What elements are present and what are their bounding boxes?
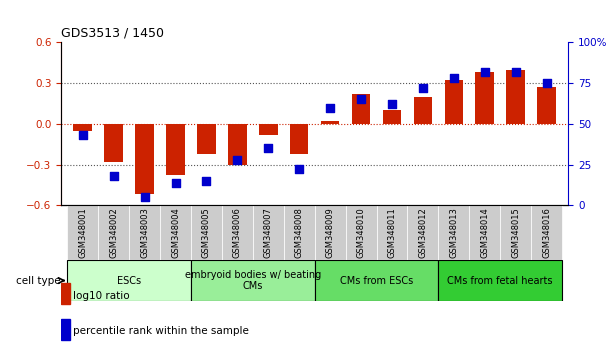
Bar [73,124,92,131]
Bar [376,205,408,260]
Bar [475,72,494,124]
Point [263,145,273,151]
Bar [191,205,222,260]
Point [202,178,211,184]
Bar [352,94,370,124]
Bar [67,205,98,260]
Text: GSM348002: GSM348002 [109,207,118,258]
Text: GSM348013: GSM348013 [449,207,458,258]
Bar [197,124,216,154]
Point [480,69,489,75]
Bar [160,205,191,260]
Text: GSM348011: GSM348011 [387,207,397,258]
Bar [284,205,315,260]
Bar [228,124,247,165]
Text: percentile rank within the sample: percentile rank within the sample [73,326,249,336]
Bar [500,205,531,260]
Text: GSM348005: GSM348005 [202,207,211,258]
Point [140,194,150,200]
Text: GSM348016: GSM348016 [542,207,551,258]
Bar [438,205,469,260]
Bar [259,124,277,135]
Bar [382,110,401,124]
Bar [61,283,70,304]
Bar [315,260,438,301]
Text: CMs from ESCs: CMs from ESCs [340,275,413,286]
Bar [438,260,562,301]
Text: GSM348010: GSM348010 [357,207,365,258]
Point [387,102,397,107]
Bar [129,205,160,260]
Text: cell type: cell type [16,275,60,286]
Bar [414,97,432,124]
Bar [290,124,309,154]
Text: GSM348004: GSM348004 [171,207,180,258]
Bar [253,205,284,260]
Text: GSM348008: GSM348008 [295,207,304,258]
Bar [346,205,376,260]
Text: GDS3513 / 1450: GDS3513 / 1450 [61,27,164,40]
Bar [61,319,70,340]
Point [325,105,335,110]
Text: GSM348012: GSM348012 [419,207,427,258]
Text: ESCs: ESCs [117,275,141,286]
Text: embryoid bodies w/ beating
CMs: embryoid bodies w/ beating CMs [185,270,321,291]
Bar [537,87,556,124]
Text: GSM348007: GSM348007 [264,207,273,258]
Bar [445,80,463,124]
Point [356,97,366,102]
Bar [531,205,562,260]
Bar [321,121,339,124]
Bar [98,205,129,260]
Point [449,75,459,81]
Point [511,69,521,75]
Point [542,80,552,86]
Bar [222,205,253,260]
Bar [166,124,185,176]
Text: GSM348003: GSM348003 [140,207,149,258]
Bar [507,70,525,124]
Bar [408,205,438,260]
Text: GSM348009: GSM348009 [326,207,335,258]
Point [170,180,180,185]
Point [418,85,428,91]
Text: CMs from fetal hearts: CMs from fetal hearts [447,275,553,286]
Text: GSM348014: GSM348014 [480,207,489,258]
Text: GSM348001: GSM348001 [78,207,87,258]
Bar [191,260,315,301]
Point [232,157,242,162]
Bar [315,205,346,260]
Point [78,132,87,138]
Bar [135,124,154,194]
Text: log10 ratio: log10 ratio [73,291,130,301]
Text: GSM348015: GSM348015 [511,207,520,258]
Bar [104,124,123,162]
Text: GSM348006: GSM348006 [233,207,242,258]
Bar [469,205,500,260]
Point [295,167,304,172]
Point [109,173,119,179]
Bar [67,260,191,301]
